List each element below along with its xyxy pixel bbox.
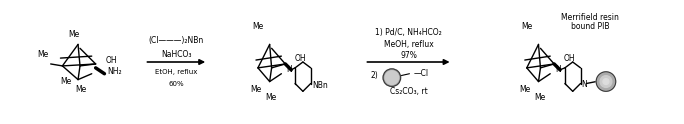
Circle shape: [385, 71, 399, 84]
Text: Me: Me: [521, 22, 532, 31]
Circle shape: [383, 69, 401, 86]
Circle shape: [596, 72, 616, 91]
Text: Me: Me: [519, 85, 530, 94]
Text: NaHCO₃: NaHCO₃: [161, 50, 192, 59]
Text: N: N: [555, 65, 561, 74]
Text: OH: OH: [295, 54, 306, 63]
Text: bound PIB: bound PIB: [571, 22, 609, 31]
Text: Cs₂CO₃, rt: Cs₂CO₃, rt: [390, 87, 428, 96]
Text: Me: Me: [75, 85, 86, 94]
Text: Me: Me: [68, 30, 80, 39]
Text: —Cl: —Cl: [413, 69, 428, 78]
Text: EtOH, reflux: EtOH, reflux: [155, 69, 198, 75]
Text: Me: Me: [60, 77, 72, 86]
Circle shape: [600, 76, 611, 87]
Text: NBn: NBn: [313, 81, 328, 90]
Circle shape: [388, 74, 396, 82]
Text: OH: OH: [105, 56, 117, 65]
Text: Merrifield resin: Merrifield resin: [562, 13, 619, 22]
Text: 60%: 60%: [168, 80, 184, 87]
Text: 2): 2): [370, 71, 378, 80]
Text: N: N: [287, 65, 292, 74]
Text: Me: Me: [266, 93, 277, 102]
Text: N: N: [581, 80, 588, 89]
Text: Me: Me: [38, 50, 49, 59]
Text: NH₂: NH₂: [107, 67, 122, 76]
Text: OH: OH: [564, 54, 575, 63]
Circle shape: [603, 79, 609, 84]
Text: MeOH, reflux: MeOH, reflux: [384, 40, 434, 49]
Text: 97%: 97%: [400, 51, 417, 60]
Text: 1) Pd/C, NH₄HCO₂: 1) Pd/C, NH₄HCO₂: [375, 28, 442, 37]
Text: (Cl———)₂NBn: (Cl———)₂NBn: [148, 36, 204, 45]
Text: Me: Me: [252, 22, 263, 31]
Text: Me: Me: [250, 85, 261, 94]
Text: Me: Me: [535, 93, 546, 102]
